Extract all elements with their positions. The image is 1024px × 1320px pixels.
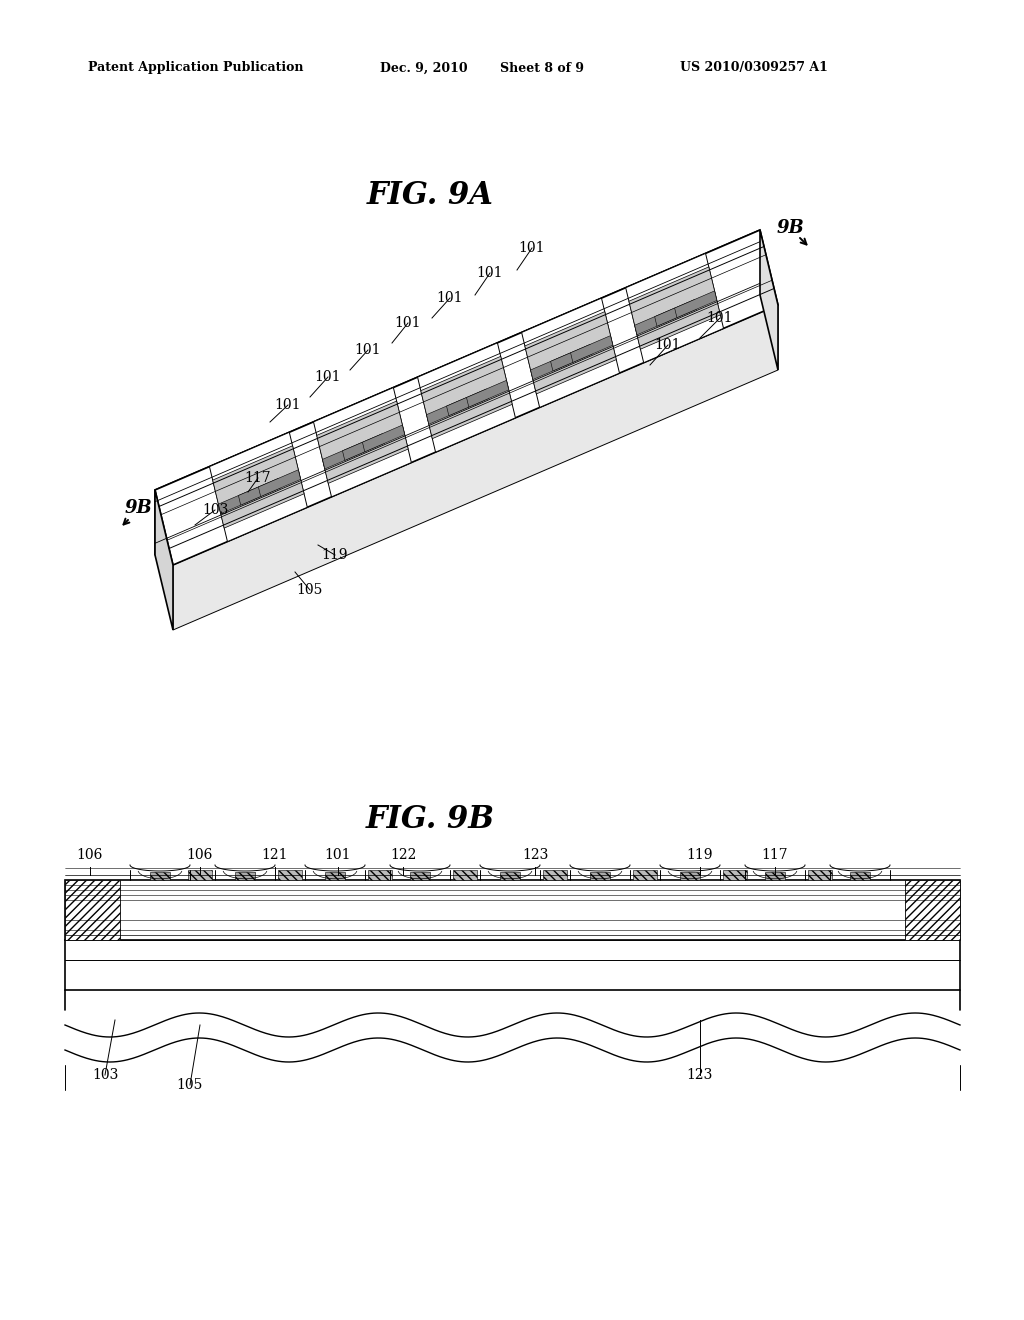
Text: 9B: 9B (124, 499, 152, 517)
Polygon shape (218, 487, 261, 513)
Text: 123: 123 (687, 1068, 713, 1082)
Text: 101: 101 (325, 847, 351, 862)
Text: Sheet 8 of 9: Sheet 8 of 9 (500, 62, 584, 74)
Text: 123: 123 (522, 847, 548, 862)
Polygon shape (188, 870, 212, 880)
Polygon shape (675, 290, 717, 318)
Text: 101: 101 (707, 312, 733, 325)
Text: FIG. 9B: FIG. 9B (366, 804, 495, 836)
Text: 117: 117 (245, 471, 271, 484)
Polygon shape (155, 230, 778, 565)
Polygon shape (723, 870, 746, 880)
Text: 101: 101 (477, 267, 503, 280)
Polygon shape (342, 434, 385, 461)
Text: 106: 106 (77, 847, 103, 862)
Polygon shape (654, 300, 697, 326)
Text: 103: 103 (92, 1068, 118, 1082)
Polygon shape (368, 870, 392, 880)
Text: Dec. 9, 2010: Dec. 9, 2010 (380, 62, 468, 74)
Text: 103: 103 (202, 503, 228, 517)
Polygon shape (65, 880, 120, 940)
Text: 105: 105 (297, 583, 324, 597)
Polygon shape (633, 870, 657, 880)
Polygon shape (590, 873, 610, 880)
Text: FIG. 9A: FIG. 9A (367, 180, 494, 210)
Polygon shape (325, 873, 345, 880)
Polygon shape (765, 873, 785, 880)
Polygon shape (626, 253, 724, 363)
Polygon shape (551, 345, 593, 371)
Polygon shape (239, 478, 281, 506)
Text: 117: 117 (762, 847, 788, 862)
Text: 122: 122 (390, 847, 416, 862)
Polygon shape (467, 380, 509, 407)
Polygon shape (210, 432, 307, 541)
Text: 101: 101 (519, 242, 545, 255)
Polygon shape (173, 305, 778, 630)
Polygon shape (635, 308, 677, 335)
Text: 101: 101 (394, 315, 421, 330)
Polygon shape (362, 425, 404, 451)
Text: 105: 105 (177, 1078, 203, 1092)
Polygon shape (258, 470, 301, 496)
Polygon shape (570, 335, 612, 363)
Polygon shape (427, 397, 469, 424)
Polygon shape (543, 870, 567, 880)
Polygon shape (65, 940, 961, 990)
Polygon shape (316, 401, 409, 483)
Polygon shape (410, 873, 430, 880)
Polygon shape (850, 873, 870, 880)
Polygon shape (525, 312, 616, 393)
Text: 121: 121 (262, 847, 288, 862)
Polygon shape (521, 298, 620, 408)
Polygon shape (313, 388, 412, 496)
Polygon shape (453, 870, 477, 880)
Polygon shape (808, 870, 831, 880)
Polygon shape (629, 267, 720, 350)
Polygon shape (150, 873, 170, 880)
Polygon shape (65, 880, 961, 940)
Polygon shape (680, 873, 700, 880)
Text: 119: 119 (322, 548, 348, 562)
Polygon shape (446, 389, 488, 416)
Text: 101: 101 (654, 338, 681, 352)
Text: Patent Application Publication: Patent Application Publication (88, 62, 303, 74)
Polygon shape (500, 873, 520, 880)
Text: 101: 101 (437, 290, 463, 305)
Text: 101: 101 (274, 399, 301, 412)
Polygon shape (418, 343, 515, 453)
Polygon shape (278, 870, 302, 880)
Polygon shape (530, 352, 572, 380)
Polygon shape (760, 230, 778, 370)
Text: 101: 101 (314, 370, 341, 384)
Polygon shape (905, 880, 961, 940)
Text: US 2010/0309257 A1: US 2010/0309257 A1 (680, 62, 827, 74)
Text: 119: 119 (687, 847, 714, 862)
Text: 106: 106 (186, 847, 213, 862)
Text: 9B: 9B (776, 219, 804, 238)
Polygon shape (213, 446, 304, 528)
Polygon shape (234, 873, 255, 880)
Polygon shape (155, 490, 173, 630)
Polygon shape (155, 230, 760, 554)
Polygon shape (323, 442, 365, 469)
Text: 101: 101 (354, 343, 381, 356)
Polygon shape (421, 356, 512, 438)
